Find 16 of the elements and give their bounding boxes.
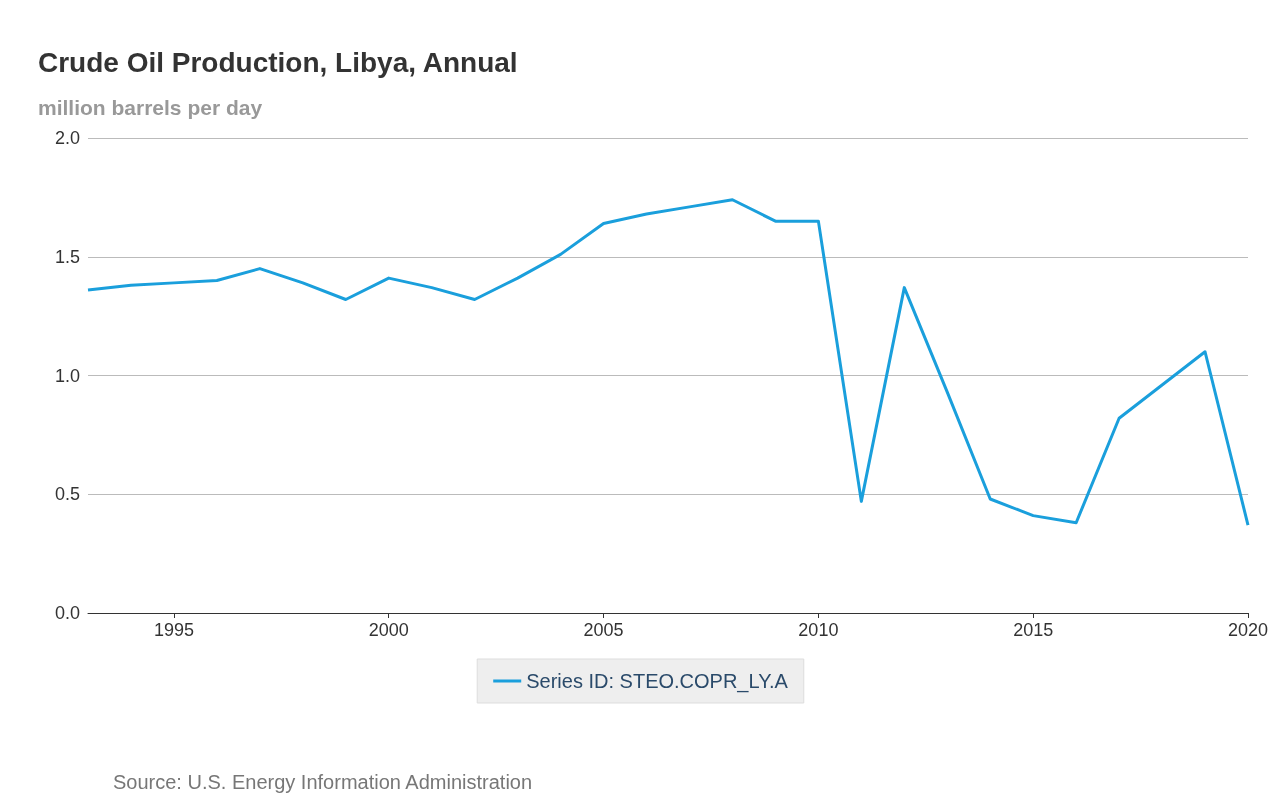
x-tick-label: 2005 xyxy=(583,620,624,640)
x-tick-label: 2000 xyxy=(368,620,409,640)
y-tick-label: 2.0 xyxy=(54,128,80,148)
x-tick-label: 1995 xyxy=(153,620,194,640)
y-tick-label: 0.5 xyxy=(54,484,80,505)
y-tick-label: 1.5 xyxy=(54,246,80,267)
source-note: Source: U.S. Energy Information Administration xyxy=(113,771,533,793)
y-axis-title: million barrels per day xyxy=(38,96,263,119)
y-tick-label: 1.0 xyxy=(54,365,80,386)
x-tick-label: 2015 xyxy=(1013,620,1054,640)
legend-label: Series ID: STEO.COPR_LY.A xyxy=(526,670,789,693)
y-tick-label: 0.0 xyxy=(54,603,80,623)
line-series xyxy=(86,198,1250,527)
chart-title: Crude Oil Production, Libya, Annual xyxy=(38,46,518,78)
x-tick-label: 2010 xyxy=(798,620,839,640)
x-tick-label: 2020 xyxy=(1227,620,1269,640)
